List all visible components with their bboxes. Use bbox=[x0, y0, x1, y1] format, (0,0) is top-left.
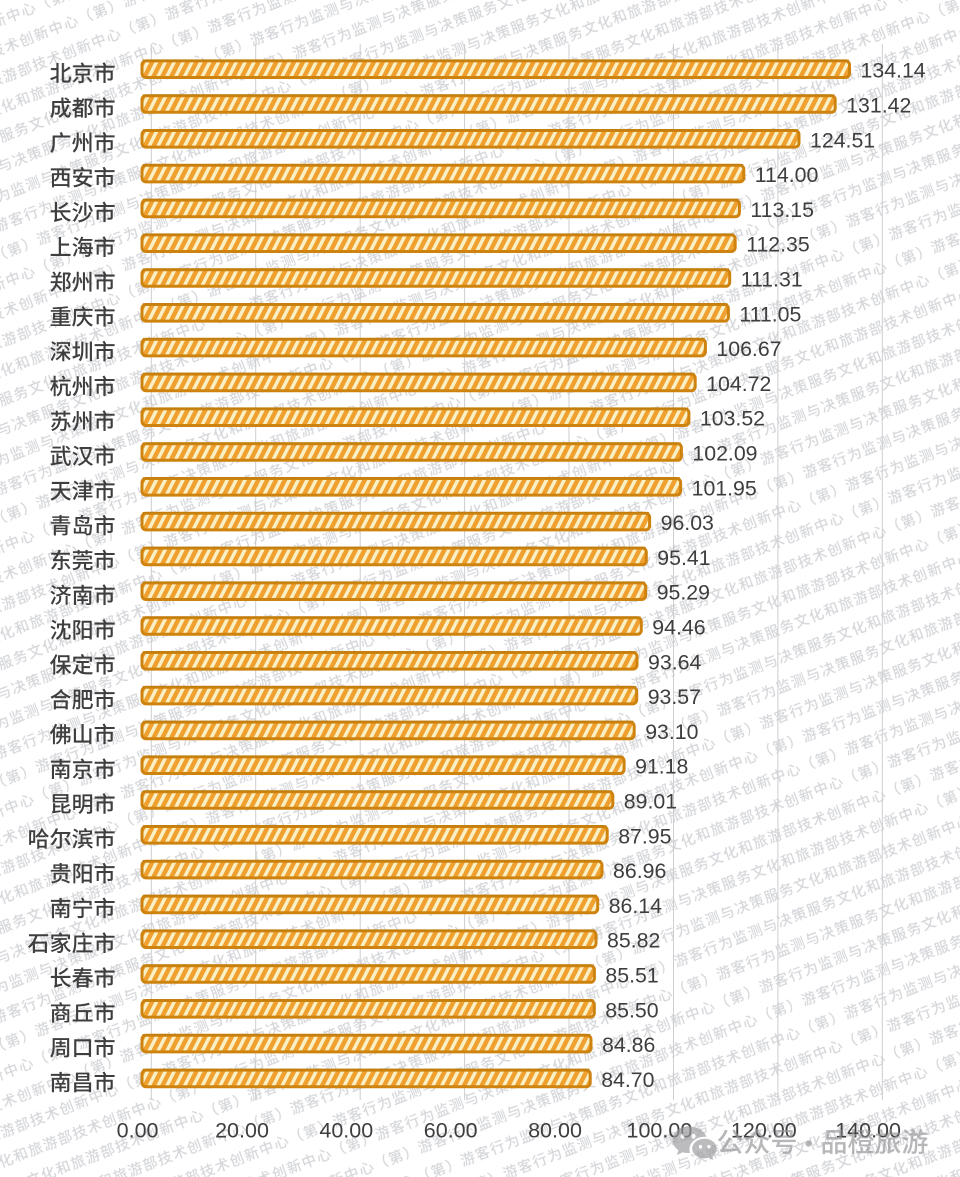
svg-text:85.82: 85.82 bbox=[607, 929, 660, 953]
svg-text:84.70: 84.70 bbox=[601, 1068, 654, 1092]
svg-text:95.29: 95.29 bbox=[657, 581, 710, 605]
svg-text:93.57: 93.57 bbox=[648, 685, 701, 709]
svg-text:131.42: 131.42 bbox=[846, 94, 911, 118]
svg-text:60.00: 60.00 bbox=[424, 1119, 478, 1143]
svg-text:102.09: 102.09 bbox=[692, 442, 757, 466]
svg-text:93.64: 93.64 bbox=[648, 650, 701, 674]
svg-text:101.95: 101.95 bbox=[692, 476, 757, 500]
svg-text:134.14: 134.14 bbox=[861, 59, 926, 83]
svg-text:84.86: 84.86 bbox=[602, 1033, 655, 1057]
svg-text:86.14: 86.14 bbox=[609, 894, 662, 918]
svg-text:96.03: 96.03 bbox=[661, 511, 714, 535]
svg-text:91.18: 91.18 bbox=[635, 755, 688, 779]
svg-text:113.15: 113.15 bbox=[750, 198, 814, 222]
svg-text:106.67: 106.67 bbox=[716, 337, 781, 361]
svg-text:89.01: 89.01 bbox=[624, 790, 677, 814]
svg-text:124.51: 124.51 bbox=[810, 128, 875, 152]
svg-text:85.51: 85.51 bbox=[605, 964, 658, 988]
svg-text:114.00: 114.00 bbox=[755, 163, 819, 187]
svg-text:85.50: 85.50 bbox=[605, 998, 658, 1022]
svg-text:86.96: 86.96 bbox=[613, 859, 666, 883]
svg-text:80.00: 80.00 bbox=[528, 1119, 582, 1143]
svg-text:20.00: 20.00 bbox=[215, 1119, 269, 1143]
svg-text:111.31: 111.31 bbox=[741, 268, 803, 292]
svg-text:112.35: 112.35 bbox=[746, 233, 810, 257]
svg-text:103.52: 103.52 bbox=[700, 407, 765, 431]
svg-text:95.41: 95.41 bbox=[657, 546, 710, 570]
svg-text:93.10: 93.10 bbox=[645, 720, 698, 744]
svg-text:111.05: 111.05 bbox=[739, 302, 801, 326]
svg-text:0.00: 0.00 bbox=[117, 1119, 159, 1143]
svg-text:104.72: 104.72 bbox=[706, 372, 771, 396]
svg-text:87.95: 87.95 bbox=[618, 824, 671, 848]
svg-text:94.46: 94.46 bbox=[652, 616, 705, 640]
svg-text:40.00: 40.00 bbox=[319, 1119, 373, 1143]
